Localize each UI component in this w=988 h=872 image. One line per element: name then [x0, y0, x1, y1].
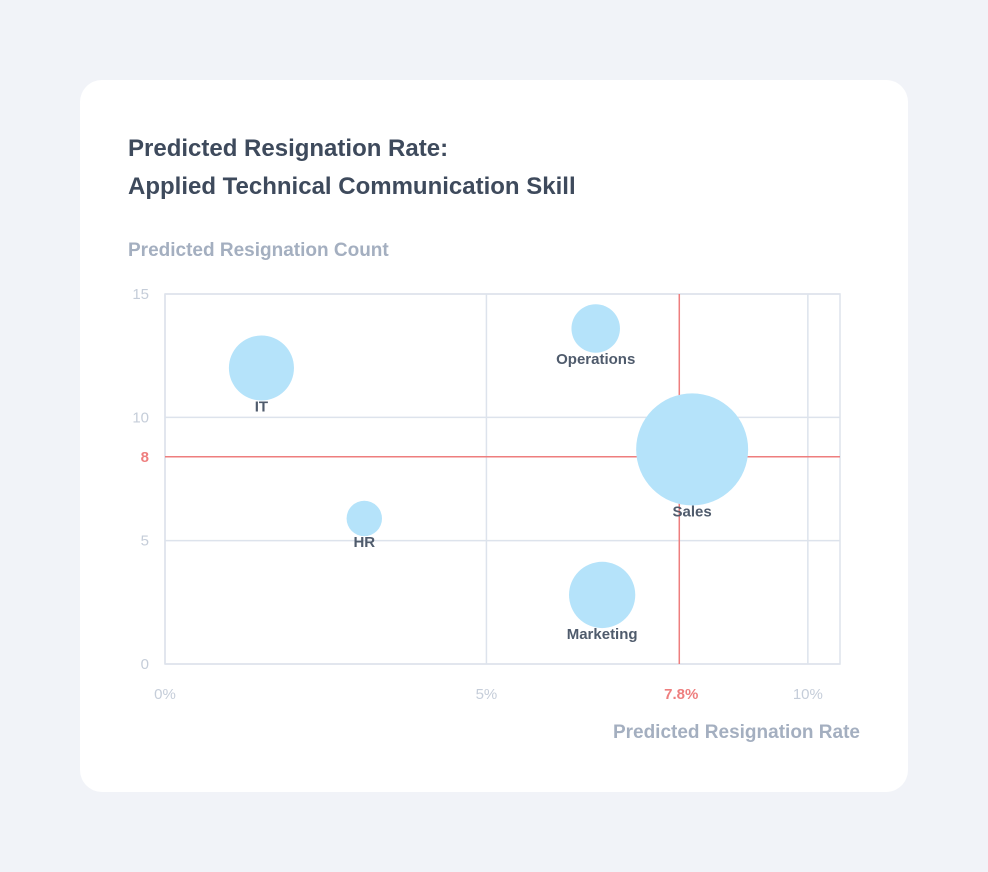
x-tick-label: 5%	[476, 686, 498, 703]
y-tick-label: 10	[132, 409, 149, 426]
bubble-operations	[571, 304, 620, 353]
y-axis-label: Predicted Resignation Count	[128, 240, 389, 261]
x-tick-label: 0%	[154, 686, 176, 703]
bubble-sales	[636, 393, 749, 506]
y-tick-label: 0	[141, 656, 149, 673]
x-axis-label: Predicted Resignation Rate	[612, 722, 860, 743]
y-tick-label: 5	[141, 533, 149, 550]
bubble-label-it: IT	[255, 399, 268, 416]
bubble-label-hr: HR	[353, 534, 375, 551]
bubble-label-marketing: Marketing	[567, 626, 638, 643]
bubble-label-operations: Operations	[556, 351, 635, 368]
y-reference-label: 8	[141, 449, 149, 466]
y-tick-label: 15	[132, 286, 149, 303]
x-reference-label: 7.8%	[664, 686, 698, 703]
bubble-hr	[346, 500, 382, 537]
chart-title: Predicted Resignation Rate: Applied Tech…	[128, 130, 576, 206]
chart-card: Predicted Resignation Rate: Applied Tech…	[80, 80, 908, 792]
bubble-marketing	[569, 561, 636, 629]
chart-title-line2: Applied Technical Communication Skill	[128, 173, 576, 200]
chart-title-line1: Predicted Resignation Rate:	[128, 135, 449, 162]
bubble-it	[228, 335, 294, 401]
bubbles: IT Operations Sales HR Marketing	[228, 304, 749, 643]
bubble-label-sales: Sales	[673, 503, 712, 520]
tick-labels: 0 5 10 15 0% 5% 10% 7.8% 8	[132, 286, 823, 703]
bubble-chart: 0 5 10 15 0% 5% 10% 7.8% 8 IT Operations Sales HR Ma…	[132, 286, 841, 703]
x-tick-label: 10%	[793, 686, 823, 703]
